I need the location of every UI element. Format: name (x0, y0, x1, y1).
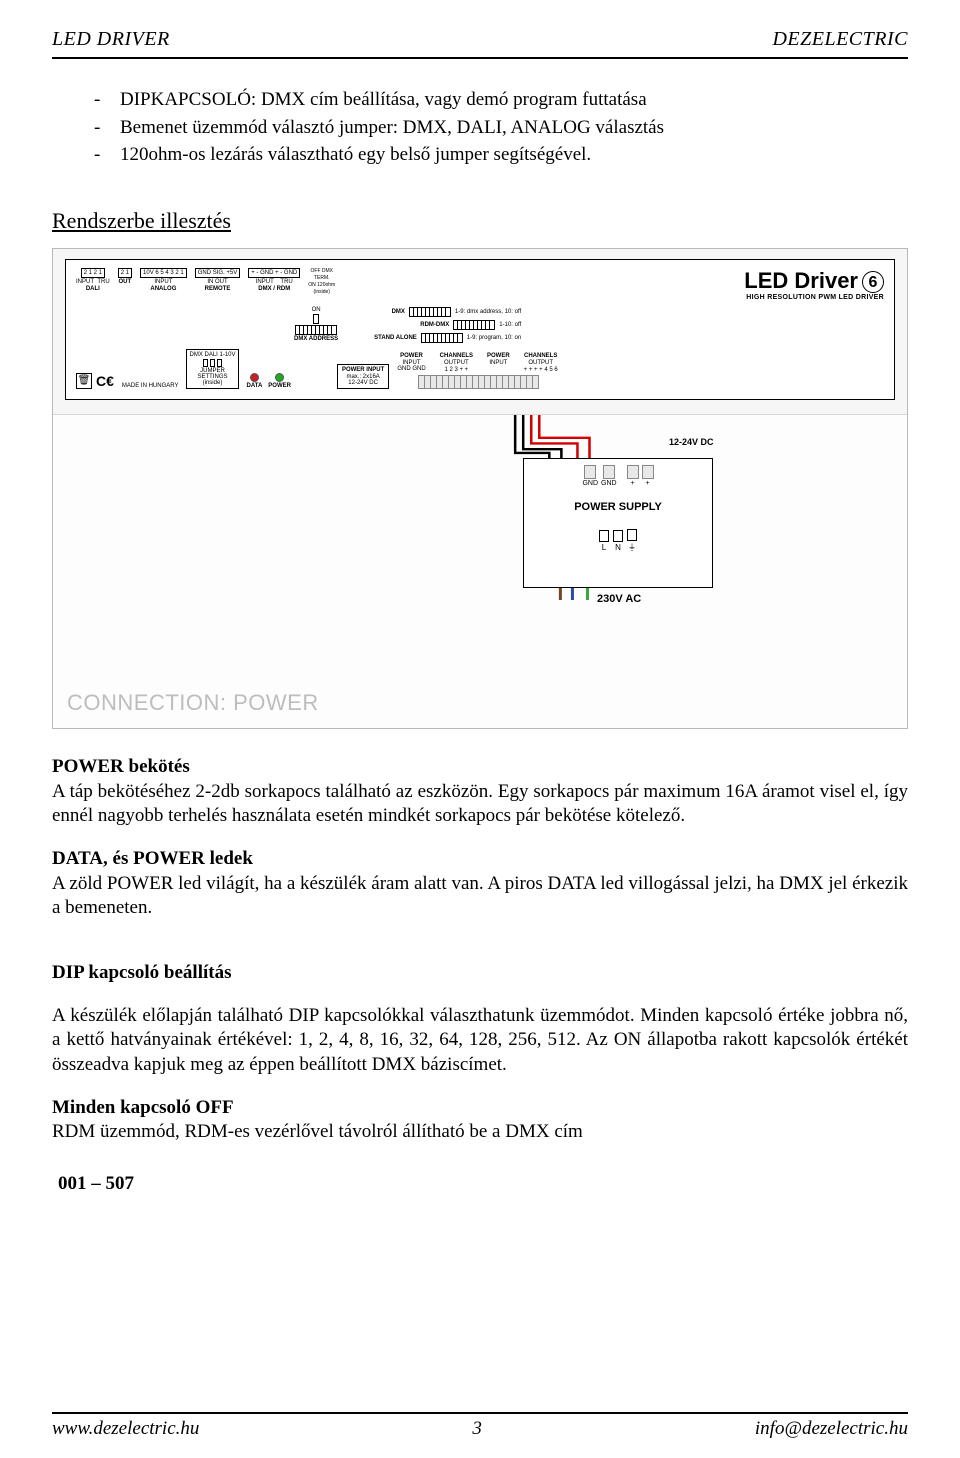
dmx-address-dip (295, 325, 337, 335)
power-supply-box: GND GND + + POWER SUPPLY L N ⏚ (523, 458, 713, 588)
remote-label: REMOTE (205, 286, 231, 292)
footer-left: www.dezelectric.hu (52, 1418, 199, 1440)
section-title: Rendszerbe illesztés (52, 208, 908, 234)
bullet-text: Bemenet üzemmód választó jumper: DMX, DA… (120, 115, 664, 141)
range-text: 001 – 507 (58, 1173, 908, 1195)
terminal-strip (418, 375, 538, 389)
device-subtitle: HIGH RESOLUTION PWM LED DRIVER (744, 294, 884, 301)
ac-label: 230V AC (597, 593, 641, 605)
device-panel: 2 1 2 1 INPUT TRU DALI 2 1 OUT 10V 6 5 4… (53, 249, 907, 415)
dip-text: A készülék előlapján található DIP kapcs… (52, 1004, 908, 1078)
dc-label: 12-24V DC (669, 437, 714, 447)
power-led-icon (275, 373, 284, 382)
remote-pins: GND SIG. +5V (195, 268, 241, 278)
power-text: A táp bekötéséhez 2-2db sorkapocs találh… (52, 781, 908, 827)
connection-figure: 2 1 2 1 INPUT TRU DALI 2 1 OUT 10V 6 5 4… (52, 248, 908, 729)
data-led-icon (250, 373, 259, 382)
wiring-diagram: 12-24V DC GND GND + + POWER SUPPLY L (53, 415, 907, 600)
list-item: -Bemenet üzemmód választó jumper: DMX, D… (94, 115, 908, 141)
analog-pins: 10V 6 5 4 3 2 1 (140, 268, 187, 278)
dip-subhead: DIP kapcsoló beállítás (52, 962, 231, 983)
page-footer: www.dezelectric.hu 3 info@dezelectric.hu (52, 1412, 908, 1440)
footer-page: 3 (472, 1418, 482, 1440)
power-subhead: POWER bekötés (52, 756, 190, 777)
psu-caption: POWER SUPPLY (530, 501, 706, 513)
data-subhead: DATA, és POWER ledek (52, 848, 253, 869)
device-brand: LED Driver6 (744, 268, 884, 294)
list-item: -DIPKAPCSOLÓ: DMX cím beállítása, vagy d… (94, 87, 908, 113)
analog-label: ANALOG (150, 286, 176, 292)
data-text: A zöld POWER led világít, ha a készülék … (52, 873, 908, 919)
list-item: -120ohm-os lezárás választható egy belső… (94, 142, 908, 168)
out-label: OUT (119, 279, 132, 285)
header-left: LED DRIVER (52, 28, 170, 51)
dmx-label: DMX / RDM (258, 286, 290, 292)
connection-power-label: CONNECTION: POWER (67, 690, 907, 716)
bullet-list: -DIPKAPCSOLÓ: DMX cím beállítása, vagy d… (94, 87, 908, 168)
dali-label: DALI (86, 286, 100, 292)
power-input-label: POWER INPUT (342, 367, 384, 373)
made-in-label: MADE IN HUNGARY (122, 383, 179, 389)
alloff-text: RDM üzemmód, RDM-es vezérlővel távolról … (52, 1121, 583, 1142)
dmx-address-label: DMX ADDRESS (294, 336, 338, 342)
dali-pins: 2 1 2 1 (81, 268, 105, 278)
bullet-text: DIPKAPCSOLÓ: DMX cím beállítása, vagy de… (120, 87, 647, 113)
dmx-pins: + - GND + - GND (248, 268, 300, 278)
trash-icon: 🗑 (76, 373, 92, 389)
header-right: DEZELECTRIC (772, 28, 908, 51)
footer-right: info@dezelectric.hu (755, 1418, 908, 1440)
alloff-subhead: Minden kapcsoló OFF (52, 1097, 234, 1118)
header-rule (52, 57, 908, 59)
out-pins: 2 1 (118, 268, 132, 278)
bullet-text: 120ohm-os lezárás választható egy belső … (120, 142, 591, 168)
